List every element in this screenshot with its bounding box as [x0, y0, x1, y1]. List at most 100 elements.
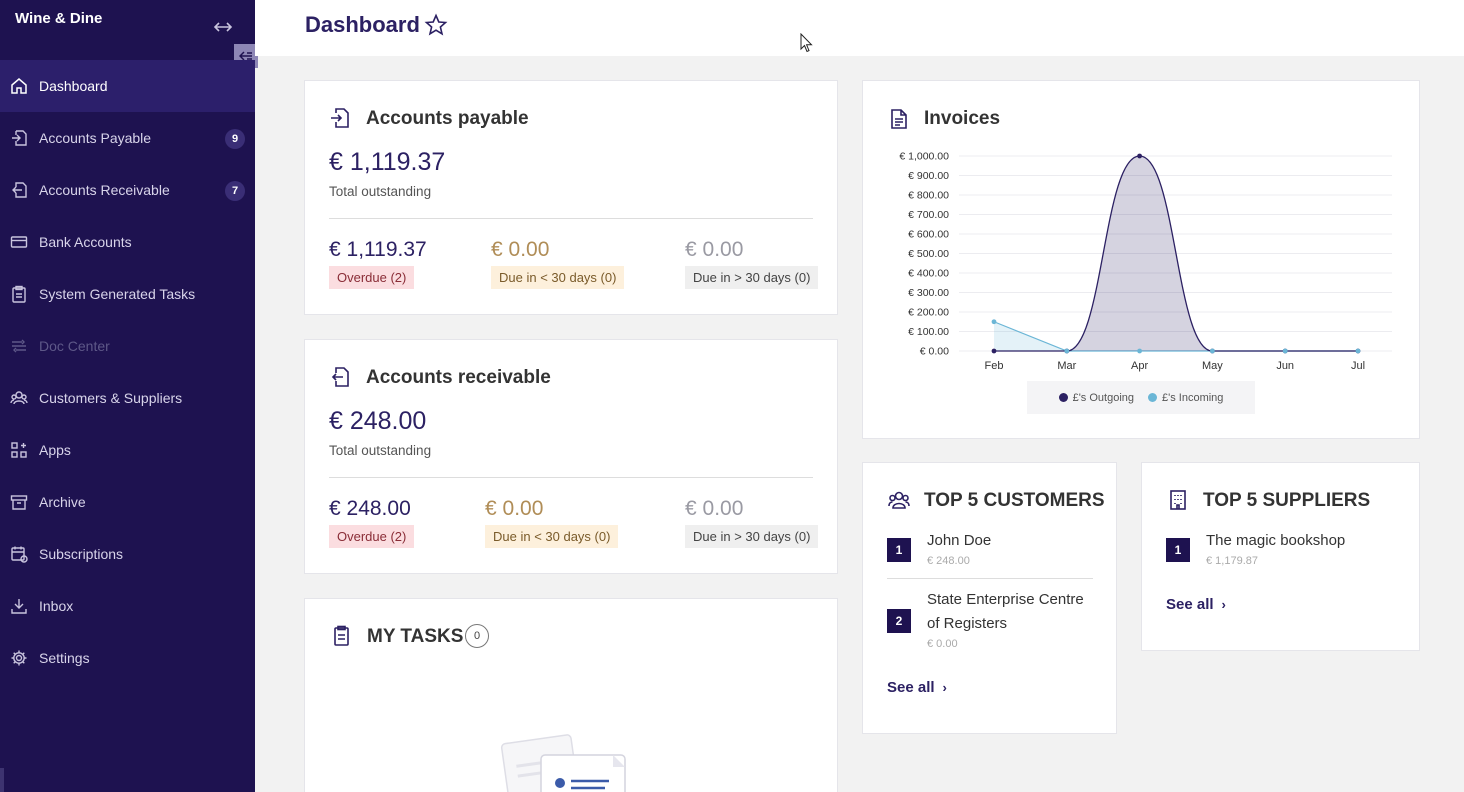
page-title: Dashboard	[305, 12, 420, 37]
invoices-chart: € 0.00 € 100.00 € 200.00 € 300.00 € 400.00 € …	[899, 151, 1392, 372]
data-point-incoming	[1282, 348, 1288, 354]
total-outstanding-amount: € 1,119.37	[329, 148, 446, 176]
sidebar-item-accounts-receivable[interactable]: Accounts Receivable 7	[0, 164, 255, 216]
legend-item-incoming[interactable]: £'s Incoming	[1148, 392, 1223, 404]
divider	[329, 218, 813, 219]
x-tick-label: Jul	[1351, 360, 1365, 372]
sidebar-item-label: Settings	[39, 650, 90, 666]
sidebar-item-dashboard[interactable]: Dashboard	[0, 60, 255, 112]
overdue-tag[interactable]: Overdue (2)	[329, 266, 415, 289]
customer-name[interactable]: State Enterprise Centre of Registers	[927, 591, 1084, 632]
data-point-incoming	[991, 319, 997, 325]
sidebar-item-apps[interactable]: Apps	[0, 424, 255, 476]
see-all-label: See all	[887, 679, 935, 696]
gear-icon	[11, 650, 27, 666]
rank-badge: 2	[887, 609, 911, 633]
due-30-plus-tag[interactable]: Due in > 30 days (0)	[685, 266, 819, 289]
sidebar-item-system-tasks[interactable]: System Generated Tasks	[0, 268, 255, 320]
clipboard-icon	[12, 285, 26, 303]
sidebar-item-label: Accounts Receivable	[39, 182, 170, 198]
due-30-plus-tag[interactable]: Due in > 30 days (0)	[685, 525, 819, 548]
badge-count: 9	[225, 129, 245, 149]
y-tick-label: € 1,000.00	[899, 151, 949, 163]
legend-label: £'s Outgoing	[1072, 391, 1134, 404]
due-30-amount: € 0.00	[491, 238, 550, 261]
due-30-plus-amount: € 0.00	[685, 497, 744, 520]
accounts-payable-card: Accounts payable € 1,119.37 Total outsta…	[304, 80, 838, 315]
sidebar-item-settings[interactable]: Settings	[0, 632, 255, 684]
receivable-icon	[331, 367, 349, 387]
due-30-amount: € 0.00	[485, 497, 544, 520]
sidebar-item-label: Archive	[39, 494, 86, 510]
favorite-star-icon[interactable]	[424, 13, 448, 37]
card-title: Accounts receivable	[366, 367, 551, 388]
empty-tasks-illustration-icon	[500, 734, 626, 792]
top-customers-card: TOP 5 CUSTOMERS 1 John Doe € 248.00 2 St…	[862, 462, 1117, 734]
sidebar-footer-marker	[0, 768, 4, 792]
y-tick-label: € 700.00	[908, 209, 949, 221]
data-point-incoming	[1355, 348, 1361, 354]
sidebar-item-subscriptions[interactable]: Subscriptions	[0, 528, 255, 580]
y-tick-label: € 500.00	[908, 248, 949, 260]
see-all-customers-link[interactable]: See all ›	[887, 679, 947, 696]
payable-icon	[331, 108, 349, 128]
due-30-tag[interactable]: Due in < 30 days (0)	[491, 266, 625, 289]
bank-card-icon	[10, 236, 28, 248]
top-suppliers-card: TOP 5 SUPPLIERS 1 The magic bookshop € 1…	[1141, 462, 1420, 651]
data-point-incoming	[1064, 348, 1070, 354]
receivable-icon	[12, 182, 27, 198]
legend-dot	[1058, 392, 1068, 402]
sidebar-item-label: Bank Accounts	[39, 234, 132, 250]
sidebar-item-doc-center[interactable]: Doc Center	[0, 320, 255, 372]
tasks-count-badge: 0	[465, 624, 489, 648]
sidebar-item-label: System Generated Tasks	[39, 286, 196, 302]
sidebar-item-label: Dashboard	[39, 78, 108, 94]
card-title: TOP 5 SUPPLIERS	[1203, 490, 1371, 511]
rank-badge: 1	[887, 538, 911, 562]
divider	[329, 477, 813, 478]
data-point-outgoing	[1137, 153, 1142, 159]
sidebar-item-label: Customers & Suppliers	[39, 390, 183, 406]
people-icon	[888, 491, 910, 509]
supplier-name[interactable]: The magic bookshop	[1206, 532, 1346, 549]
apps-grid-icon	[11, 442, 27, 458]
sidebar-item-archive[interactable]: Archive	[0, 476, 255, 528]
sidebar-item-accounts-payable[interactable]: Accounts Payable 9	[0, 112, 255, 164]
sidebar-item-bank-accounts[interactable]: Bank Accounts	[0, 216, 255, 268]
top-bar: Dashboard	[255, 0, 1464, 56]
invoices-card: Invoices € 0.00 € 100.00 € 200.00 € 300.00 €…	[862, 80, 1420, 439]
data-point-incoming	[1137, 348, 1142, 354]
y-tick-label: € 300.00	[908, 287, 949, 299]
chevron-right-icon: ›	[1221, 597, 1226, 612]
due-30-plus-amount: € 0.00	[685, 238, 744, 261]
card-title: TOP 5 CUSTOMERS	[924, 490, 1105, 511]
x-tick-label: Jun	[1276, 360, 1294, 372]
doc-center-icon	[12, 339, 26, 353]
overdue-amount: € 248.00	[329, 497, 411, 520]
mouse-cursor-icon	[800, 33, 813, 53]
my-tasks-card: MY TASKS 0	[304, 598, 838, 792]
card-title: Accounts payable	[366, 108, 529, 129]
due-30-tag[interactable]: Due in < 30 days (0)	[485, 525, 619, 548]
y-tick-label: € 100.00	[908, 326, 949, 338]
x-tick-label: Feb	[985, 360, 1004, 372]
sidebar-item-inbox[interactable]: Inbox	[0, 580, 255, 632]
sidebar-item-label: Inbox	[39, 598, 74, 614]
y-tick-label: € 600.00	[908, 229, 949, 241]
overdue-tag[interactable]: Overdue (2)	[329, 525, 415, 548]
chart-legend: £'s Outgoing £'s Incoming	[1027, 381, 1255, 414]
y-tick-label: € 200.00	[908, 307, 949, 319]
x-tick-label: May	[1202, 360, 1223, 372]
supplier-amount: € 1,179.87	[1206, 555, 1258, 567]
see-all-suppliers-link[interactable]: See all ›	[1166, 596, 1226, 613]
y-tick-label: € 800.00	[908, 190, 949, 202]
overdue-amount: € 1,119.37	[329, 238, 427, 261]
card-title: MY TASKS	[367, 626, 464, 647]
badge-count: 7	[225, 181, 245, 201]
x-tick-label: Apr	[1131, 360, 1148, 372]
customer-name[interactable]: John Doe	[927, 532, 992, 549]
switch-company-icon[interactable]	[213, 18, 233, 36]
sidebar-item-customers-suppliers[interactable]: Customers & Suppliers	[0, 372, 255, 424]
legend-item-outgoing[interactable]: £'s Outgoing	[1058, 391, 1134, 404]
brand-name: Wine & Dine	[15, 10, 103, 27]
